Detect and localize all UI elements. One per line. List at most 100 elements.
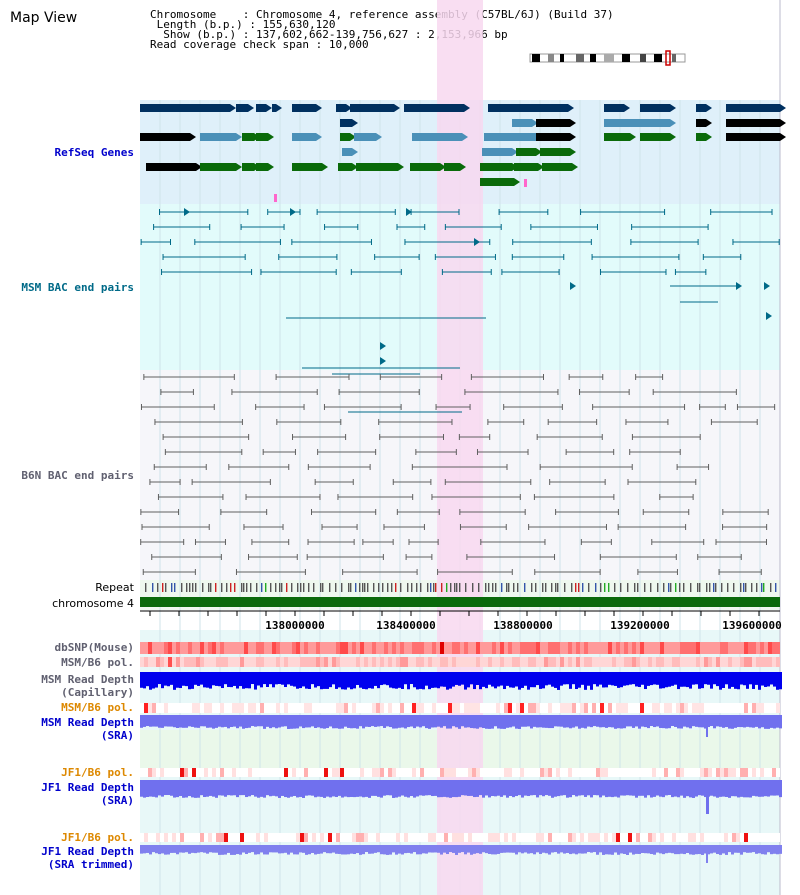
gene-feature <box>356 163 398 171</box>
heat-cell <box>384 703 388 713</box>
heat-cell <box>268 657 272 667</box>
depth-bar <box>509 672 512 688</box>
heat-cell <box>200 642 204 654</box>
depth-bar <box>734 780 737 797</box>
depth-bar <box>449 715 452 729</box>
depth-bar <box>422 672 425 690</box>
depth-bar <box>509 715 512 728</box>
depth-bar <box>347 715 350 728</box>
depth-bar <box>737 672 740 690</box>
gene-feature <box>480 178 514 186</box>
depth-bar <box>395 672 398 689</box>
heat-cell <box>392 703 396 713</box>
depth-bar <box>551 672 554 687</box>
gene-feature <box>524 179 527 187</box>
gene-arrow <box>190 133 196 141</box>
heat-cell <box>400 642 404 654</box>
depth-bar <box>266 672 269 687</box>
depth-bar <box>182 672 185 686</box>
depth-bar <box>593 715 596 727</box>
heat-cell <box>520 833 524 842</box>
depth-bar <box>458 845 461 853</box>
heat-cell <box>592 833 596 842</box>
depth-bar <box>740 780 743 797</box>
depth-bar <box>650 715 653 727</box>
depth-bar <box>437 715 440 727</box>
heat-cell <box>748 703 752 713</box>
depth-bar <box>617 845 620 855</box>
depth-bar <box>437 845 440 853</box>
depth-bar <box>233 672 236 686</box>
depth-bar <box>713 845 716 853</box>
depth-bar <box>506 780 509 798</box>
heat-cell <box>376 657 380 667</box>
gene-feature <box>274 194 277 202</box>
depth-bar <box>149 672 152 690</box>
depth-bar <box>473 845 476 854</box>
heat-cell <box>680 833 684 842</box>
depth-bar <box>461 780 464 796</box>
msm-bac-label: MSM BAC end pairs <box>21 281 134 294</box>
depth-bar <box>494 780 497 797</box>
heat-cell <box>224 703 228 713</box>
heat-cell <box>724 703 728 713</box>
heat-cell <box>764 768 768 777</box>
depth-bar <box>761 845 764 855</box>
heat-cell <box>444 642 448 654</box>
repeat-element <box>608 583 610 592</box>
depth-bar <box>764 780 767 797</box>
heat-cell <box>164 833 168 842</box>
depth-bar <box>716 845 719 855</box>
depth-bar <box>722 780 725 797</box>
msm-b6-pol-label-2: MSM/B6 pol. <box>61 701 134 714</box>
depth-bar <box>437 672 440 689</box>
heat-cell <box>444 657 448 667</box>
heat-cell <box>588 657 592 667</box>
depth-bar <box>398 715 401 728</box>
repeat-element <box>733 583 735 592</box>
depth-bar <box>269 715 272 729</box>
depth-bar <box>758 672 761 690</box>
depth-bar <box>281 845 284 854</box>
heat-cell <box>732 642 736 654</box>
gene-feature <box>480 163 512 171</box>
depth-bar <box>368 715 371 727</box>
depth-bar <box>626 715 629 727</box>
depth-bar <box>692 845 695 855</box>
depth-bar <box>254 845 257 855</box>
depth-bar <box>716 715 719 727</box>
repeat-element <box>679 583 681 592</box>
depth-bar <box>344 780 347 797</box>
heat-cell <box>632 833 636 842</box>
depth-bar <box>140 780 143 797</box>
heat-cell <box>752 657 756 667</box>
depth-bar <box>761 672 764 686</box>
depth-bar <box>584 715 587 729</box>
depth-bar <box>644 780 647 798</box>
depth-bar <box>644 672 647 690</box>
heat-cell <box>292 642 296 654</box>
depth-bar <box>524 780 527 796</box>
depth-bar <box>206 845 209 854</box>
heat-cell <box>264 833 268 842</box>
depth-bar <box>596 780 599 796</box>
depth-bar <box>710 780 713 796</box>
depth-bar <box>251 715 254 727</box>
heat-cell <box>184 657 188 667</box>
depth-bar <box>386 672 389 686</box>
depth-bar <box>770 780 773 796</box>
depth-bar <box>776 780 779 796</box>
heat-cell <box>704 703 708 713</box>
heat-cell <box>668 657 672 667</box>
depth-bar <box>392 672 395 689</box>
heat-cell <box>308 703 312 713</box>
heat-cell <box>168 768 172 777</box>
depth-bar <box>383 715 386 728</box>
b6n-bac-track <box>140 374 776 575</box>
depth-bar <box>158 780 161 796</box>
length-label: Length (b.p.) <box>156 18 243 31</box>
depth-bar <box>380 845 383 855</box>
depth-bar <box>359 780 362 797</box>
heat-cell <box>496 657 500 667</box>
